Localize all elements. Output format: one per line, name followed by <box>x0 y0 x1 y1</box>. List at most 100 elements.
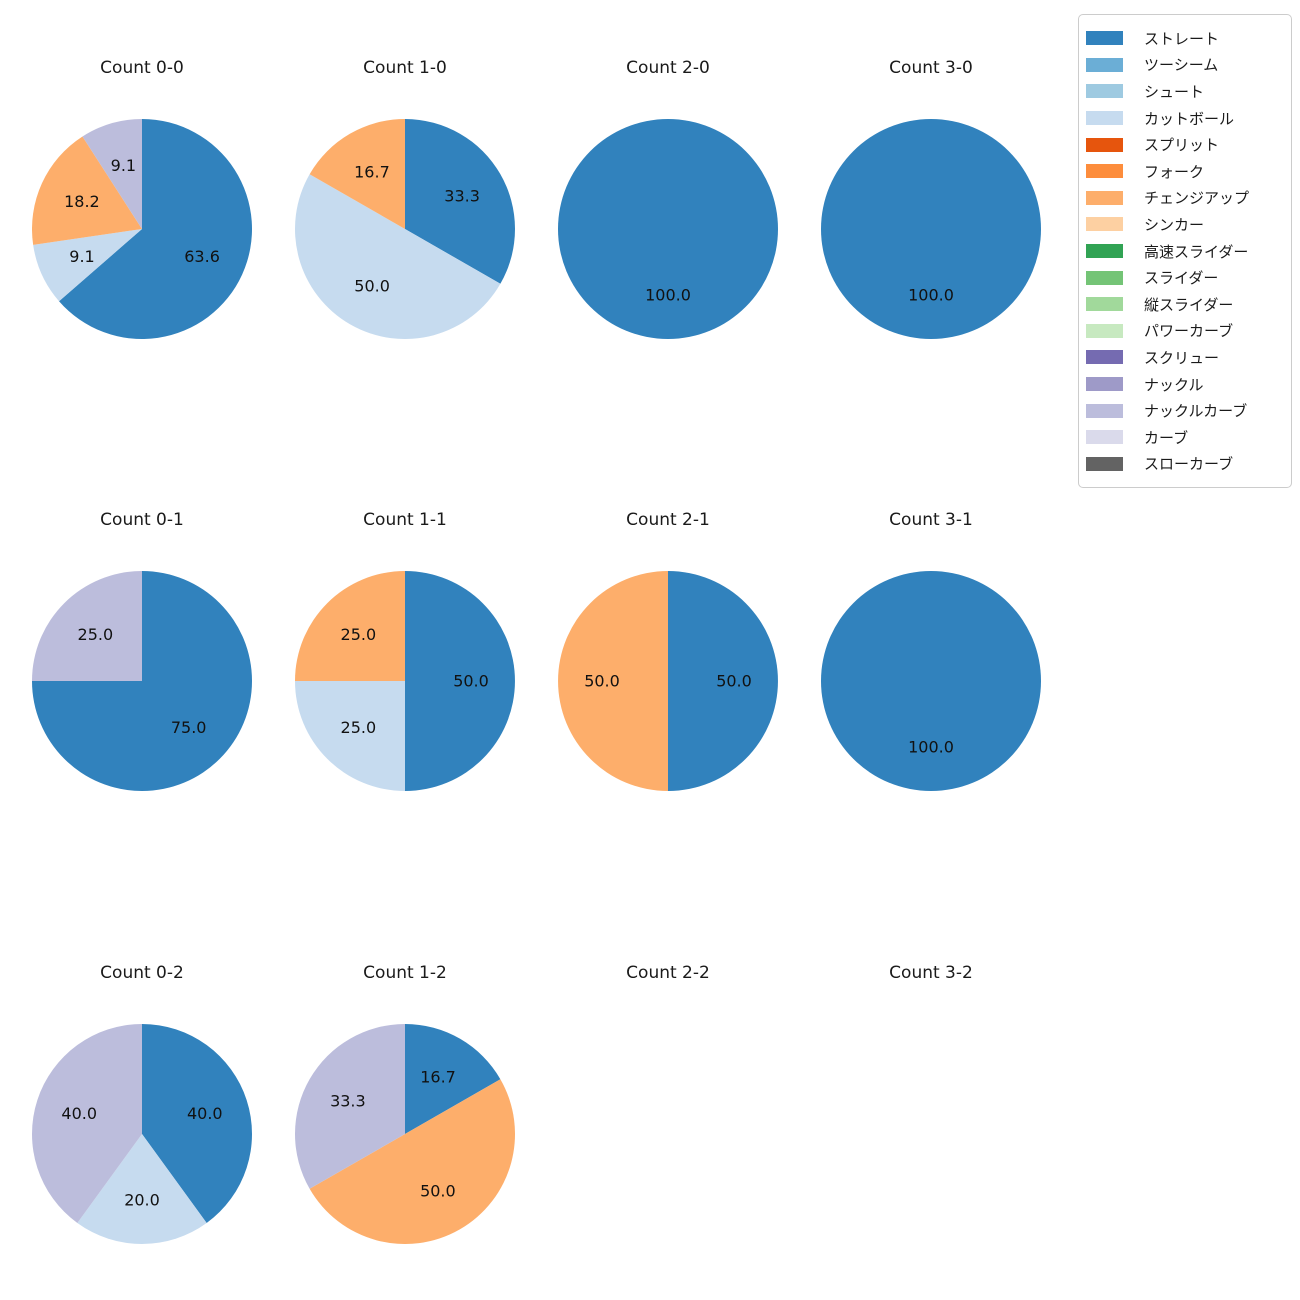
chart-title: Count 0-2 <box>100 963 184 983</box>
legend-swatch <box>1086 244 1123 259</box>
pie-slice <box>32 571 142 681</box>
pie-slice <box>558 119 778 339</box>
pie-count-0-1: 75.0 25.0 <box>32 571 252 791</box>
chart-title: Count 1-0 <box>363 58 447 78</box>
legend-item-4: スプリット <box>1086 131 1282 158</box>
pie-chart-count-3-2: Count 3-2 <box>800 960 1062 1244</box>
legend-label: シュート <box>1144 82 1205 101</box>
legend: ストレートツーシームシュートカットボールスプリットフォークチェンジアップ シンカー… <box>1078 14 1292 489</box>
pie-slice <box>32 1024 142 1223</box>
legend-label: スローカーブ <box>1144 455 1234 474</box>
legend-item-11: パワーカーブ <box>1086 318 1282 345</box>
pie-slice <box>405 119 515 284</box>
legend-swatch <box>1086 456 1123 471</box>
pie-count-1-0: 33.3 50.0 16.7 <box>295 119 515 339</box>
legend-item-7: シンカー <box>1086 211 1282 238</box>
pie-percent-label: 100.0 <box>908 286 954 305</box>
pie-chart-count-2-1: Count 2-1 50.0 50.0 <box>537 507 799 791</box>
legend-label: ナックルカーブ <box>1144 402 1248 421</box>
legend-swatch <box>1086 31 1123 46</box>
chart-title: Count 3-2 <box>889 963 973 983</box>
chart-title: Count 2-0 <box>626 58 710 78</box>
legend-item-0: ストレート <box>1086 25 1282 52</box>
pie-chart-count-3-1: Count 3-1 100.0 <box>800 507 1062 791</box>
legend-item-12: スクリュー <box>1086 344 1282 371</box>
legend-label: ナックル <box>1144 375 1204 394</box>
pie-slice <box>295 571 405 681</box>
legend-label: カーブ <box>1144 428 1189 447</box>
legend-item-13: ナックル <box>1086 371 1282 398</box>
legend-label: フォーク <box>1144 162 1205 181</box>
pie-chart-count-3-0: Count 3-0 100.0 <box>800 55 1062 339</box>
legend-item-3: カットボール <box>1086 105 1282 132</box>
pie-percent-label: 33.3 <box>330 1091 366 1110</box>
pie-slice <box>82 119 142 229</box>
pie-count-1-2: 16.7 50.0 33.3 <box>295 1024 515 1244</box>
legend-label: チェンジアップ <box>1144 189 1250 208</box>
pie-count-3-1: 100.0 <box>821 571 1041 791</box>
pie-slice <box>33 229 142 302</box>
pie-count-1-1: 50.0 25.0 25.0 <box>295 571 515 791</box>
legend-swatch <box>1086 57 1123 72</box>
chart-title: Count 1-1 <box>363 510 447 530</box>
pie-percent-label: 33.3 <box>444 186 480 205</box>
pie-slice <box>821 571 1041 791</box>
pie-count-3-0: 100.0 <box>821 119 1041 339</box>
legend-swatch <box>1086 377 1123 392</box>
pie-count-0-0: 63.6 9.1 18.2 9.1 <box>32 119 252 339</box>
pie-percent-label: 16.7 <box>354 162 390 181</box>
pie-slice <box>558 571 668 791</box>
legend-swatch <box>1086 403 1123 418</box>
pie-count-0-2: 40.0 20.0 40.0 <box>32 1024 252 1244</box>
pie-count-2-0: 100.0 <box>558 119 778 339</box>
legend-item-16: スローカーブ <box>1086 451 1282 478</box>
pie-percent-label: 16.7 <box>420 1067 456 1086</box>
pie-percent-label: 9.1 <box>111 156 136 175</box>
pie-percent-label: 50.0 <box>716 672 752 691</box>
pie-slice <box>309 119 405 229</box>
pie-slice <box>821 119 1041 339</box>
pie-slice <box>405 571 515 791</box>
pie-slice <box>405 1024 501 1134</box>
pie-slice <box>295 681 405 791</box>
pie-percent-label: 9.1 <box>69 247 94 266</box>
legend-swatch <box>1086 430 1123 445</box>
legend-label: カットボール <box>1144 109 1235 128</box>
pie-chart-count-0-1: Count 0-1 75.0 25.0 <box>11 507 273 791</box>
legend-label: スライダー <box>1144 269 1219 288</box>
chart-title: Count 0-1 <box>100 510 184 530</box>
legend-label: シンカー <box>1144 215 1205 234</box>
chart-title: Count 0-0 <box>100 58 184 78</box>
pie-percent-label: 25.0 <box>341 625 377 644</box>
legend-item-9: スライダー <box>1086 264 1282 291</box>
pie-percent-label: 100.0 <box>908 738 954 757</box>
pie-count-2-1: 50.0 50.0 <box>558 571 778 791</box>
legend-swatch <box>1086 190 1123 205</box>
pie-slice <box>142 1024 252 1223</box>
pie-slice <box>32 136 142 245</box>
chart-title: Count 2-2 <box>626 963 710 983</box>
pie-slice <box>59 119 252 339</box>
legend-label: ストレート <box>1144 29 1220 48</box>
pie-percent-label: 18.2 <box>64 192 100 211</box>
pie-chart-count-2-0: Count 2-0 100.0 <box>537 55 799 339</box>
pie-slice <box>309 1079 515 1244</box>
legend-item-10: 縦スライダー <box>1086 291 1282 318</box>
legend-label: スクリュー <box>1144 348 1220 367</box>
pie-percent-label: 75.0 <box>171 718 207 737</box>
legend-swatch <box>1086 111 1123 126</box>
pie-chart-count-1-2: Count 1-2 16.7 50.0 33.3 <box>274 960 536 1244</box>
legend-item-5: フォーク <box>1086 158 1282 185</box>
pie-slice <box>77 1134 207 1244</box>
pie-percent-label: 40.0 <box>61 1104 97 1123</box>
pie-count-2-2 <box>558 1024 778 1244</box>
chart-title: Count 2-1 <box>626 510 710 530</box>
pie-percent-label: 40.0 <box>187 1104 223 1123</box>
legend-item-15: カーブ <box>1086 424 1282 451</box>
legend-swatch <box>1086 164 1123 179</box>
pie-percent-label: 100.0 <box>645 286 691 305</box>
legend-swatch <box>1086 350 1123 365</box>
legend-label: ツーシーム <box>1144 56 1219 75</box>
chart-title: Count 3-1 <box>889 510 973 530</box>
